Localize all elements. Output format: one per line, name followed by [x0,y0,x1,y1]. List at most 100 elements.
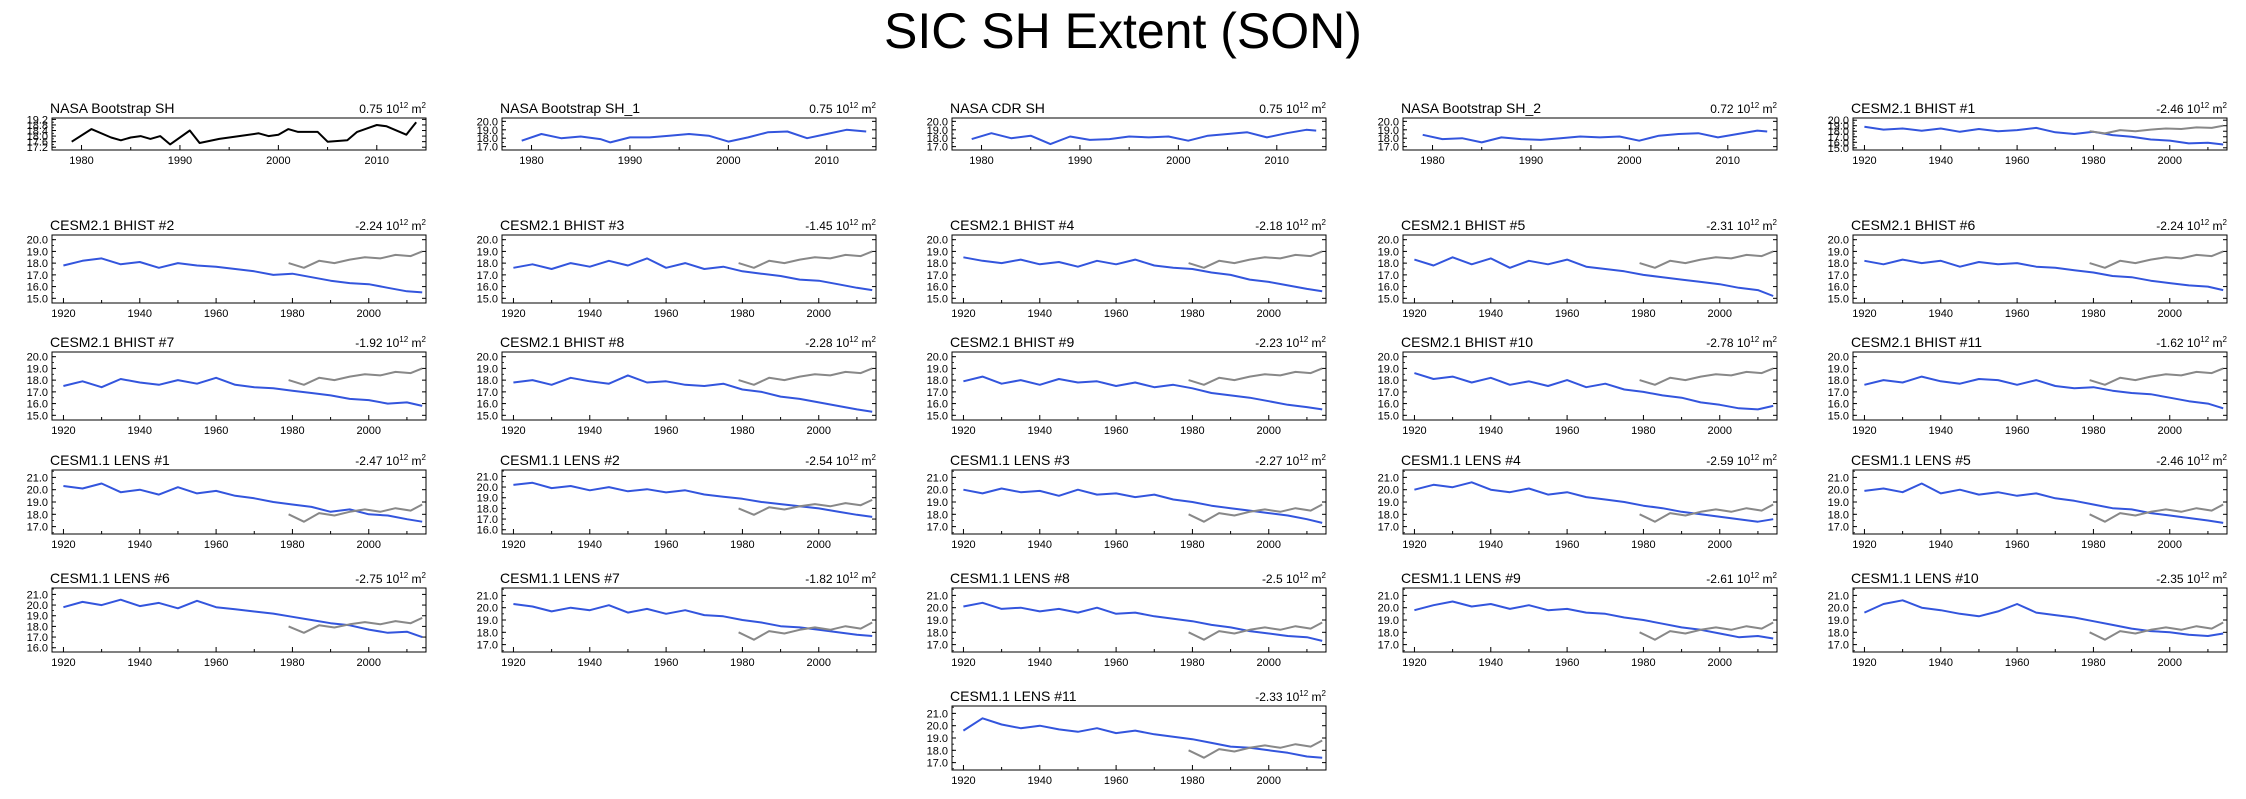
chart-title: CESM1.1 LENS #6 [50,570,170,586]
y-tick-label: 17.0 [1378,522,1399,534]
y-tick-label: 17.0 [927,387,948,399]
x-tick-label: 1980 [2081,308,2105,320]
chart-panel-cesm21-bhist-9: CESM2.1 BHIST #9 -2.23 1012 m2 20.0 19.0 18.… [908,332,1327,442]
chart-svg: CESM2.1 BHIST #7 -1.92 1012 m2 20.019.018.… [27,334,427,437]
chart-title: CESM2.1 BHIST #4 [950,217,1074,233]
x-tick-label: 2000 [357,657,381,669]
x-tick-label: 2000 [2158,657,2182,669]
chart-title: CESM2.1 BHIST #5 [1401,217,1525,233]
chart-title: CESM2.1 BHIST #1 [1851,100,1975,116]
x-tick-label: 2000 [266,155,290,167]
x-tick-label: 1920 [1852,308,1876,320]
series-line-model [1422,129,1768,144]
y-tick-label: 19.0 [1828,121,1849,133]
y-tick-label: 19.0 [927,125,948,137]
y-tick-label: 20.0 [927,235,948,247]
y-tick-label: 20.0 [1378,485,1399,497]
y-tick-label: 15.0 [927,410,948,422]
chart-svg: CESM2.1 BHIST #3 -1.45 1012 m2 20.019.018.… [477,217,877,320]
x-tick-label: 2000 [1708,425,1732,437]
y-tick-label: 19.0 [27,611,48,623]
x-tick-label: 1960 [2005,657,2029,669]
x-tick-label: 1980 [1180,657,1204,669]
chart-title: CESM1.1 LENS #10 [1851,570,1979,586]
trend-label: -2.75 1012 m2 [355,571,426,586]
x-tick-label: 1920 [951,308,975,320]
x-tick-label: 1940 [128,657,152,669]
y-tick-label: 17.0 [1828,270,1849,282]
series-line-obs [2089,250,2224,269]
y-tick-label: 16.0 [1828,137,1849,149]
x-tick-label: 1940 [128,308,152,320]
y-tick-label: 15.0 [1828,143,1849,155]
chart-panel-cesm21-bhist-7: CESM2.1 BHIST #7 -1.92 1012 m2 20.0 19.0 18.… [8,332,427,442]
y-tick-label: 19.0 [927,615,948,627]
y-tick-label: 21.0 [27,472,48,484]
y-tick-label: 19.0 [27,497,48,509]
trend-label: -1.82 1012 m2 [805,571,876,586]
x-tick-label: 1960 [2005,308,2029,320]
x-tick-label: 1960 [1555,425,1579,437]
x-tick-label: 1920 [1852,539,1876,551]
series-line-obs [738,621,873,641]
chart-svg: CESM2.1 BHIST #1 -2.46 1012 m2 20.019.018.… [1828,100,2228,167]
series-line-obs [1639,621,1774,641]
series-line-model [1864,482,2224,524]
chart-panel-cesm11-lens-1: CESM1.1 LENS #1 -2.47 1012 m2 21.0 20.0 19.0… [8,450,427,556]
plot-frame [1402,587,1778,653]
y-tick-label: 17.0 [927,640,948,652]
x-tick-label: 1940 [128,425,152,437]
x-tick-label: 1940 [1028,657,1052,669]
chart-svg: CESM2.1 BHIST #10 -2.78 1012 m2 20.019.018… [1378,334,1778,437]
y-tick-label: 17.0 [477,514,498,526]
series-line-model [63,376,423,407]
chart-svg: CESM1.1 LENS #8 -2.5 1012 m221.020.019.01… [927,570,1327,669]
chart-panel-cesm21-bhist-11: CESM2.1 BHIST #11 -1.62 1012 m2 20.0 19.0 18… [1809,332,2228,442]
y-tick-label: 15.0 [1828,293,1849,305]
chart-panel-cesm21-bhist-10: CESM2.1 BHIST #10 -2.78 1012 m2 20.0 19.0 18… [1359,332,1778,442]
chart-title: CESM2.1 BHIST #6 [1851,217,1975,233]
series-line-model [971,128,1317,146]
x-tick-label: 1980 [2081,155,2105,167]
y-tick-label: 16.0 [27,643,48,655]
y-tick-label: 19.0 [1378,497,1399,509]
y-tick-label: 15.0 [27,293,48,305]
chart-panel-cesm11-lens-5: CESM1.1 LENS #5 -2.46 1012 m2 21.0 20.0 19.0… [1809,450,2228,556]
x-tick-label: 1960 [1104,539,1128,551]
chart-title: CESM1.1 LENS #5 [1851,452,1971,468]
chart-svg: CESM1.1 LENS #11 -2.33 1012 m2 21.020.019.… [927,688,1327,787]
x-tick-label: 2000 [1708,308,1732,320]
trend-label: -2.24 1012 m2 [2156,218,2227,233]
y-tick-label: 18.0 [27,621,48,633]
y-tick-label: 18.0 [477,627,498,639]
chart-panel-cesm11-lens-11: CESM1.1 LENS #11 -2.33 1012 m2 21.0 20.0 19.… [908,686,1327,792]
x-tick-label: 1920 [501,657,525,669]
x-tick-label: 1960 [1104,775,1128,787]
x-tick-label: 2000 [1708,657,1732,669]
chart-panel-nasa-bootstrap-sh: NASA Bootstrap SH 0.75 1012 m2 19.2 18.8 18.… [8,98,427,172]
x-tick-label: 1940 [1479,425,1503,437]
y-tick-label: 16.0 [1828,282,1849,294]
chart-title: CESM1.1 LENS #4 [1401,452,1521,468]
y-tick-label: 19.0 [927,363,948,375]
x-tick-label: 1960 [204,657,228,669]
y-tick-label: 19.0 [477,246,498,258]
y-tick-label: 18.0 [1828,627,1849,639]
y-tick-label: 17.0 [477,142,498,154]
series-line-model [1414,600,1774,640]
x-tick-label: 1980 [1180,425,1204,437]
y-tick-label: 15.0 [477,410,498,422]
series-line-obs [1188,250,1323,269]
x-tick-label: 1960 [654,539,678,551]
plot-frame [1852,469,2228,535]
y-tick-label: 19.0 [927,733,948,745]
y-tick-label: 19.0 [477,493,498,505]
trend-label: -2.54 1012 m2 [805,453,876,468]
x-tick-label: 1980 [730,425,754,437]
x-tick-label: 1980 [1631,657,1655,669]
y-tick-label: 18.0 [1378,509,1399,521]
y-tick-label: 17.0 [1378,142,1399,154]
plot-frame [1852,351,2228,421]
y-tick-label: 21.0 [477,590,498,602]
